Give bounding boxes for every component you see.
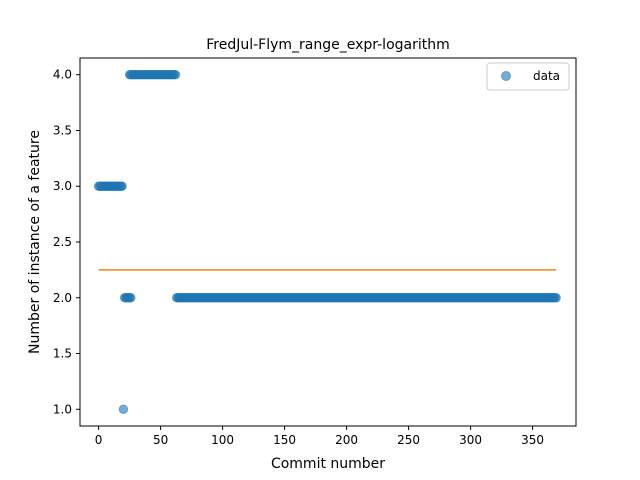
chart-title: FredJul-Flym_range_expr-logarithm — [206, 37, 450, 53]
data-point — [119, 405, 127, 413]
x-tick-label: 300 — [459, 433, 482, 447]
x-tick-label: 50 — [153, 433, 168, 447]
legend: data — [487, 63, 569, 90]
y-tick-label: 4.0 — [53, 68, 72, 82]
legend-label-data: data — [533, 69, 560, 83]
data-point — [552, 294, 560, 302]
y-tick-label: 1.0 — [53, 402, 72, 416]
y-tick-label: 2.5 — [53, 235, 72, 249]
plot-area — [80, 58, 576, 426]
x-axis-label: Commit number — [271, 456, 385, 472]
axes-frame — [80, 58, 576, 426]
x-tick-label: 100 — [211, 433, 234, 447]
y-tick-label: 3.0 — [53, 179, 72, 193]
y-tick-label: 3.5 — [53, 123, 72, 137]
x-axis: 0 50 100 150 200 250 300 350 — [95, 426, 544, 447]
x-tick-label: 250 — [397, 433, 420, 447]
y-axis-label: Number of instance of a feature — [27, 130, 43, 354]
legend-marker-data — [502, 72, 511, 81]
y-tick-label: 1.5 — [53, 347, 72, 361]
y-tick-label: 2.0 — [53, 291, 72, 305]
x-tick-label: 0 — [95, 433, 103, 447]
y-axis: 1.0 1.5 2.0 2.5 3.0 3.5 4.0 — [53, 68, 80, 417]
x-tick-label: 350 — [521, 433, 544, 447]
x-tick-label: 200 — [335, 433, 358, 447]
data-point — [118, 182, 126, 190]
x-tick-label: 150 — [273, 433, 296, 447]
data-point — [127, 294, 135, 302]
data-point — [171, 71, 179, 79]
